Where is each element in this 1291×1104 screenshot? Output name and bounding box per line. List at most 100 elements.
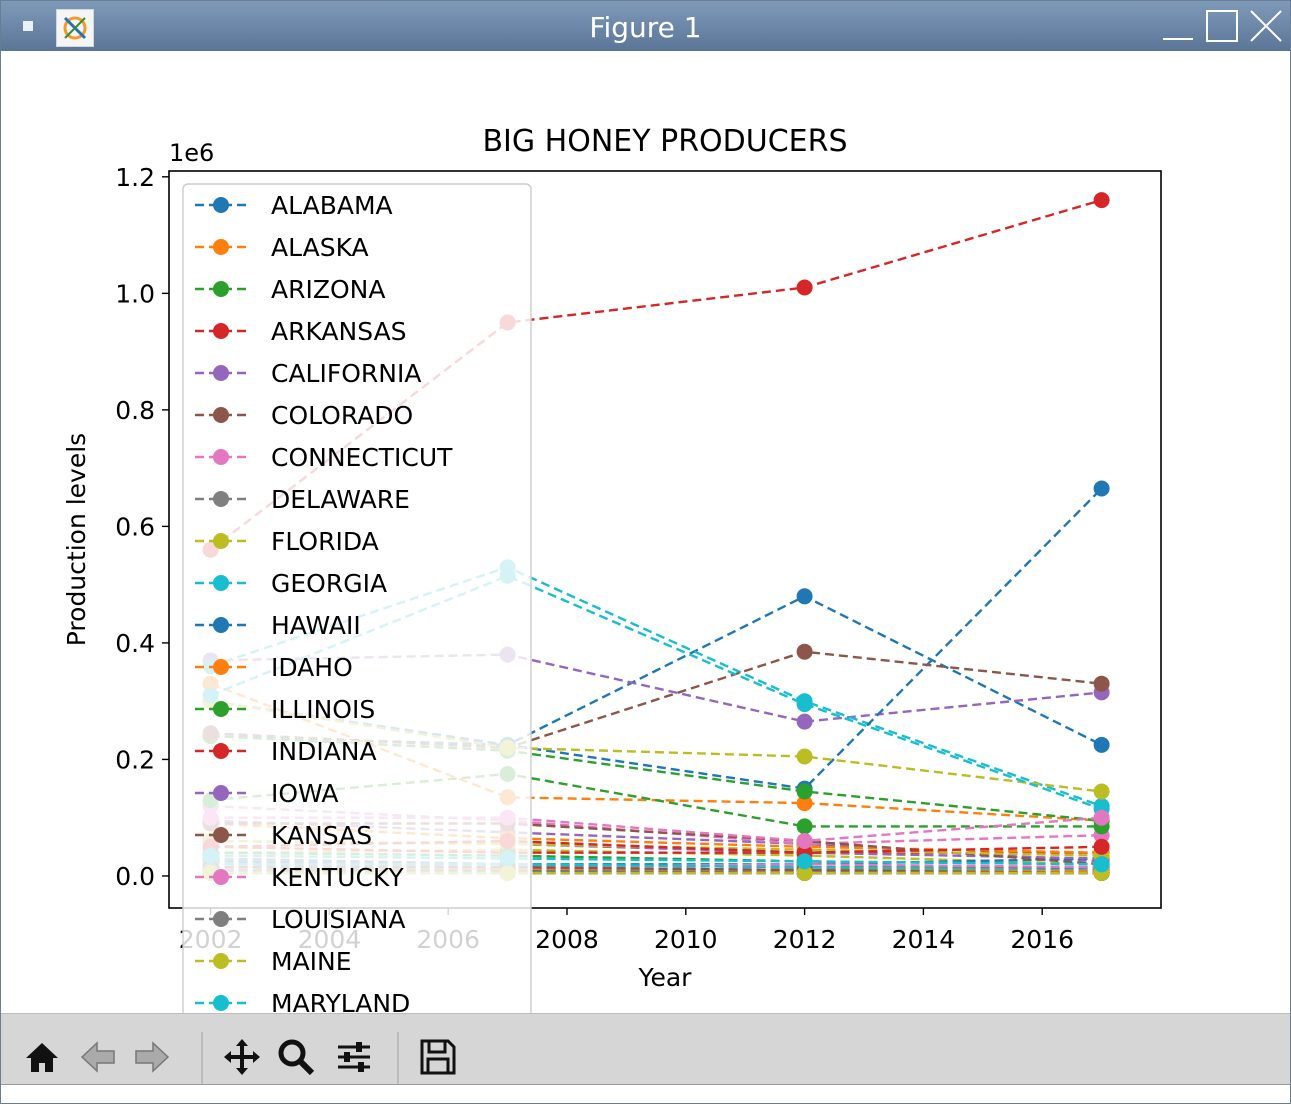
legend-entry: ILLINOIS [195,695,375,724]
plot-canvas[interactable]: 200220042006200820102012201420160.00.20.… [1,51,1290,1013]
legend-label: INDIANA [271,737,377,766]
legend-label: ILLINOIS [271,695,375,724]
data-point [1093,736,1110,753]
data-point [796,643,813,660]
legend-entry: ARKANSAS [195,317,407,346]
maximize-icon[interactable] [1205,9,1239,43]
y-tick-label: 0.6 [115,512,155,541]
data-point [1093,480,1110,497]
x-tick-label: 2008 [535,925,599,954]
legend-box [182,183,532,1013]
data-point [796,783,813,800]
legend-label: KENTUCKY [271,863,404,892]
minimize-icon[interactable] [1161,9,1195,43]
y-tick-label: 1.2 [115,163,155,192]
legend-marker [213,449,229,465]
legend-label: ALABAMA [271,191,393,220]
x-tick-label: 2010 [654,925,718,954]
legend-marker [213,911,229,927]
legend-label: CONNECTICUT [271,443,453,472]
title-bar[interactable]: Figure 1 [1,1,1290,52]
legend-label: ARIZONA [271,275,385,304]
legend-label: IDAHO [271,653,353,682]
y-tick-label: 0.2 [115,745,155,774]
x-tick-label: 2014 [892,925,956,954]
legend-marker [213,995,229,1011]
legend-marker [213,785,229,801]
status-bar [1,1084,1290,1103]
legend-entry: KANSAS [195,821,372,850]
legend-entry: ALABAMA [195,191,393,220]
data-point [796,853,813,870]
configure-subplots-icon [338,1042,370,1072]
legend-marker [213,617,229,633]
legend-label: ARKANSAS [271,317,407,346]
data-point [796,696,813,713]
data-point [796,748,813,765]
legend-marker [213,491,229,507]
legend-marker [213,743,229,759]
y-scale-label: 1e6 [169,139,214,167]
series-line [210,700,1102,793]
save-button[interactable] [415,1034,461,1080]
y-axis-label: Production levels [62,433,91,646]
legend-label: FLORIDA [271,527,379,556]
data-point [796,279,813,296]
legend-label: MARYLAND [271,989,410,1013]
close-icon[interactable] [1249,9,1283,43]
legend-marker [213,365,229,381]
data-point [1093,838,1110,855]
data-point [796,713,813,730]
legend-marker [213,827,229,843]
legend-label: HAWAII [271,611,361,640]
legend-marker [213,533,229,549]
back-icon [80,1041,115,1073]
legend-label: MAINE [271,947,352,976]
y-tick-label: 0.8 [115,396,155,425]
data-point [1093,856,1110,873]
home-button[interactable] [19,1034,65,1080]
forward-button[interactable] [129,1034,175,1080]
data-point [796,818,813,835]
window-menu-icon[interactable] [23,21,33,31]
legend-entry: IDAHO [195,653,353,682]
data-point [796,588,813,605]
zoom-button[interactable] [273,1034,319,1080]
x-axis-label: Year [638,963,693,992]
legend-marker [213,281,229,297]
data-point [1093,675,1110,692]
back-button[interactable] [75,1034,121,1080]
legend-entry: CONNECTICUT [195,443,453,472]
data-point [1093,809,1110,826]
legend-entry: IOWA [195,779,339,808]
data-point [796,865,813,881]
legend-entry: DELAWARE [195,485,410,514]
legend-label: LOUISIANA [271,905,406,934]
legend-entry: HAWAII [195,611,361,640]
x-tick-label: 2012 [773,925,837,954]
legend-marker [213,659,229,675]
data-point [1093,192,1110,209]
legend-entry: COLORADO [195,401,413,430]
legend-entry: KENTUCKY [195,863,404,892]
legend-entry: LOUISIANA [195,905,406,934]
legend-entry: FLORIDA [195,527,379,556]
app-icon [56,9,94,47]
legend-entry: GEORGIA [195,569,387,598]
configure-subplots-button[interactable] [331,1034,377,1080]
data-point [1093,783,1110,800]
series-line [210,594,1103,747]
pan-button[interactable] [219,1034,265,1080]
zoom-icon [278,1039,315,1076]
pan-icon [224,1039,260,1075]
legend-label: CALIFORNIA [271,359,421,388]
legend-entry: INDIANA [195,737,377,766]
legend-entry: ALASKA [195,233,369,262]
legend-marker [213,575,229,591]
legend-entry: MAINE [195,947,352,976]
toolbar-separator [201,1032,203,1084]
legend-marker [213,953,229,969]
legend-marker [213,407,229,423]
x-tick-label: 2016 [1010,925,1074,954]
